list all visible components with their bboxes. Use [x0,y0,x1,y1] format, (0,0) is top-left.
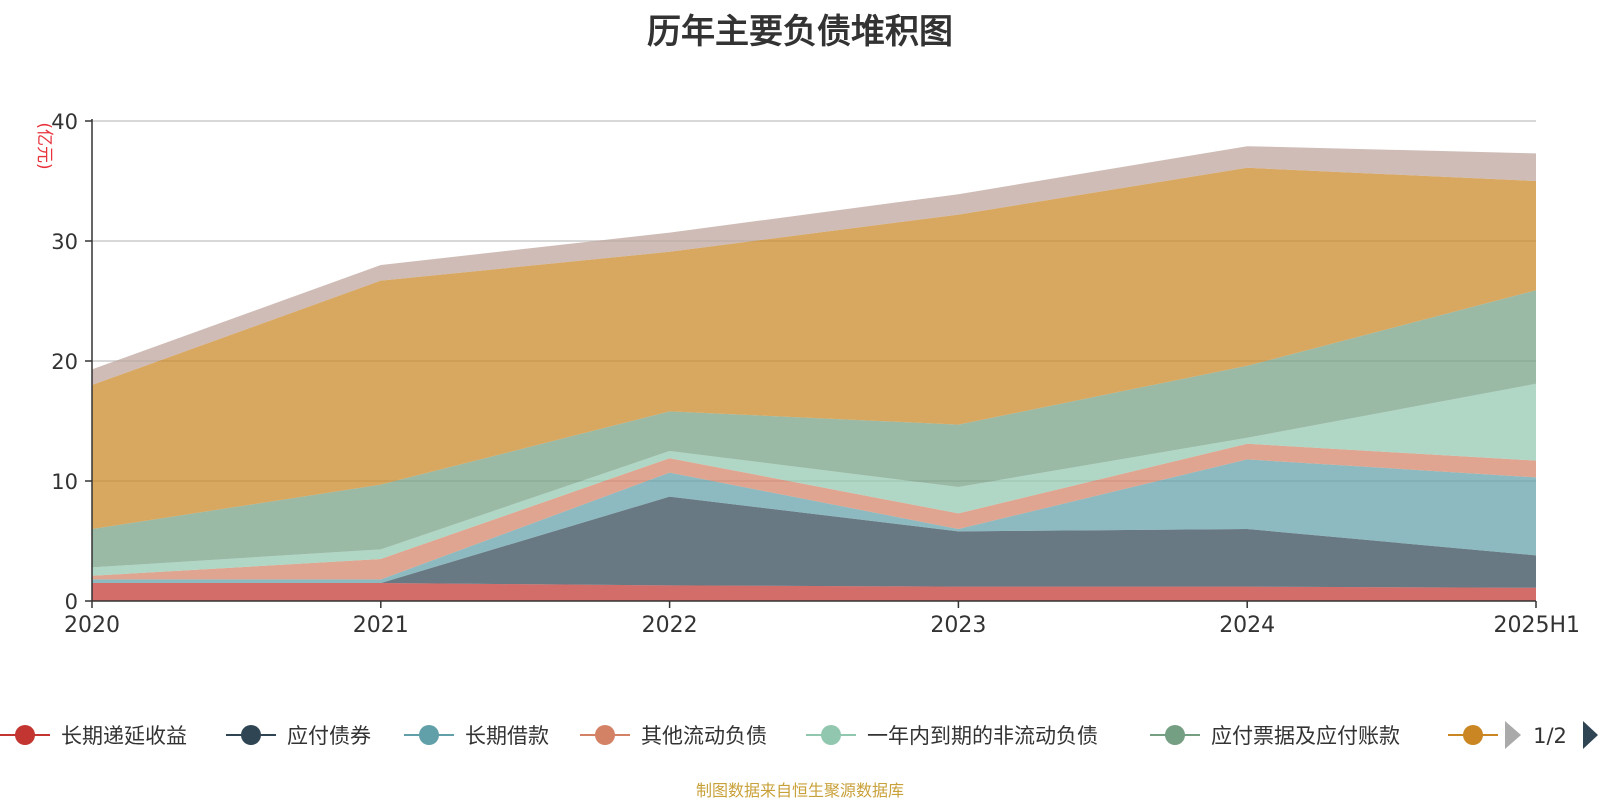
y-unit-label: (亿元) [34,122,54,169]
legend-label-series-2[interactable]: 应付债券 [287,724,371,748]
legend-marker-series-1[interactable] [15,725,35,745]
legend-page-indicator: 1/2 [1533,724,1567,748]
x-tick-label: 2021 [353,613,409,638]
legend-marker-series-7[interactable] [1463,725,1483,745]
legend-prev-page-icon[interactable] [1505,721,1521,749]
legend-label-series-4[interactable]: 其他流动负债 [641,724,767,748]
x-tick-label: 2025H1 [1493,613,1580,638]
area-series-5 [92,383,1536,576]
legend-marker-series-4[interactable] [595,725,615,745]
y-tick-label: 0 [65,590,78,614]
legend-marker-series-6[interactable] [1165,725,1185,745]
area-series-6 [92,290,1536,568]
legend-marker-series-5[interactable] [821,725,841,745]
chart-title: 历年主要负债堆积图 [647,12,953,52]
y-tick-label: 30 [51,230,78,254]
area-series-2 [92,496,1536,588]
x-tick-label: 2022 [642,613,698,638]
legend-marker-series-3[interactable] [419,725,439,745]
legend-label-series-6[interactable]: 应付票据及应付账款 [1211,724,1400,748]
area-series-7 [92,167,1536,530]
x-tick-label: 2020 [64,613,120,638]
data-source-note: 制图数据来自恒生聚源数据库 [695,781,904,800]
x-tick-label: 2023 [930,613,986,638]
legend-label-series-1[interactable]: 长期递延收益 [61,724,187,748]
legend-next-page-icon[interactable] [1583,721,1598,749]
x-tick-label: 2024 [1219,613,1275,638]
area-series-8 [92,146,1536,385]
area-series-1 [92,583,1536,601]
y-tick-label: 40 [51,110,78,134]
legend-marker-series-2[interactable] [241,725,261,745]
legend-label-series-3[interactable]: 长期借款 [465,724,549,748]
y-tick-label: 10 [51,470,78,494]
y-tick-label: 20 [51,350,78,374]
area-series-4 [92,443,1536,580]
legend-label-series-5[interactable]: 一年内到期的非流动负债 [867,724,1098,748]
area-series-3 [92,459,1536,583]
